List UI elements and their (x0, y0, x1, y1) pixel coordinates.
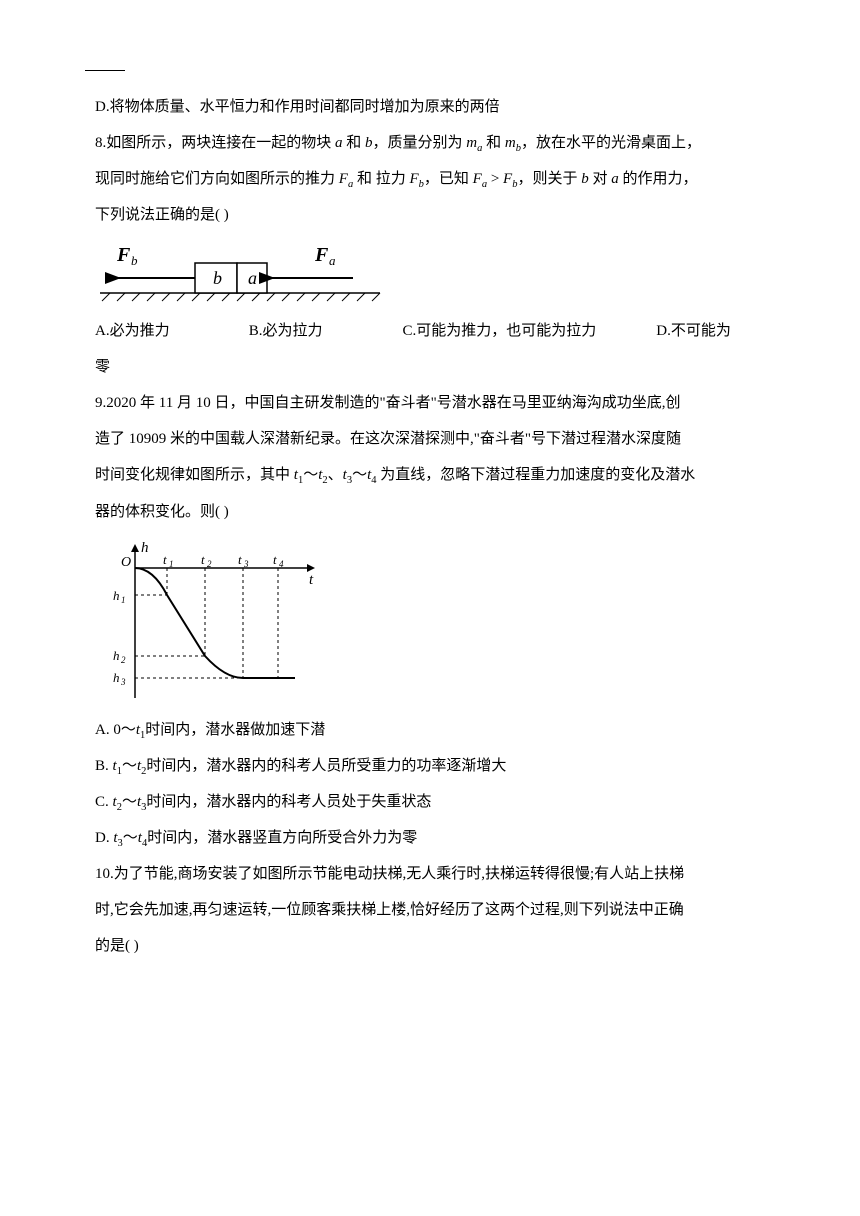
var-ma: m (466, 135, 477, 151)
tilde: ～ (123, 830, 138, 846)
q7-option-d: D.将物体质量、水平恒力和作用时间都同时增加为原来的两倍 (95, 89, 770, 125)
q10-stem-line2: 时,它会先加速,再匀速运转,一位顾客乘扶梯上楼,恰好经历了这两个过程,则下列说法… (95, 892, 770, 928)
text: ，已知 (424, 171, 473, 187)
q8-stem-line2: 现同时施给它们方向如图所示的推力 Fa 和 拉力 Fb，已知 Fa > Fb，则… (95, 161, 770, 197)
text: 时间内，潜水器做加速下潜 (145, 722, 325, 738)
svg-text:a: a (329, 253, 336, 268)
svg-text:3: 3 (243, 559, 249, 569)
svg-text:t: t (163, 552, 167, 567)
q8-figure: b a F b F a (95, 241, 770, 309)
svg-text:t: t (238, 552, 242, 567)
q8-optA: A.必为推力 (95, 313, 245, 349)
svg-text:h: h (113, 648, 120, 663)
q8-optD-b: 零 (95, 349, 770, 385)
svg-text:b: b (131, 253, 138, 268)
svg-text:1: 1 (121, 595, 126, 605)
var-Fb: F (409, 171, 418, 187)
tilde: ～ (122, 758, 137, 774)
svg-text:1: 1 (169, 559, 174, 569)
text: 对 (589, 171, 612, 187)
text: 为直线，忽略下潜过程重力加速度的变化及潜水 (377, 467, 696, 483)
tilde: ～ (122, 794, 137, 810)
text: B. (95, 758, 113, 774)
text: 的作用力， (619, 171, 698, 187)
svg-text:a: a (248, 268, 257, 288)
tilde: ～ (352, 467, 367, 483)
header-rule (85, 70, 125, 71)
text: 和 (343, 135, 366, 151)
svg-text:t: t (201, 552, 205, 567)
text: C. (95, 794, 113, 810)
q9-stem-line4: 器的体积变化。则( ) (95, 494, 770, 530)
svg-text:t: t (273, 552, 277, 567)
text: ，质量分别为 (373, 135, 467, 151)
svg-text:h: h (141, 540, 149, 556)
var-Fb2: F (503, 171, 512, 187)
text: 和 (482, 135, 505, 151)
q8-optD-a: D.不可能为 (656, 313, 731, 349)
svg-text:O: O (121, 555, 131, 570)
q8-optB: B.必为拉力 (249, 313, 399, 349)
svg-text:h: h (113, 670, 120, 685)
text: 时间内，潜水器内的科考人员所受重力的功率逐渐增大 (146, 758, 506, 774)
text: D. (95, 830, 113, 846)
q9-optD: D. t3～t4时间内，潜水器竖直方向所受合外力为零 (95, 820, 770, 856)
var-b2: b (581, 171, 589, 187)
svg-text:h: h (113, 588, 120, 603)
q8-optC: C.可能为推力，也可能为拉力 (403, 313, 653, 349)
var-b: b (365, 135, 373, 151)
svg-text:F: F (116, 244, 131, 266)
var-a: a (335, 135, 343, 151)
q9-stem-line2: 造了 10909 米的中国载人深潜新纪录。在这次深潜探测中,"奋斗者"号下潜过程… (95, 421, 770, 457)
tilde: ～ (303, 467, 318, 483)
svg-text:2: 2 (207, 559, 212, 569)
text: A. 0～ (95, 722, 136, 738)
q10-stem-line3: 的是( ) (95, 928, 770, 964)
var-Fa2: F (473, 171, 482, 187)
q9-figure: h t O t1 t2 t3 t4 h1 h2 h3 (95, 538, 770, 708)
q9-optB: B. t1～t2时间内，潜水器内的科考人员所受重力的功率逐渐增大 (95, 748, 770, 784)
text: 8.如图所示，两块连接在一起的物块 (95, 135, 335, 151)
svg-text:3: 3 (120, 677, 126, 687)
text: 和 拉力 (353, 171, 409, 187)
text: 现同时施给它们方向如图所示的推力 (95, 171, 339, 187)
text: 、 (328, 467, 343, 483)
var-a2: a (611, 171, 619, 187)
svg-text:4: 4 (279, 559, 284, 569)
var-Fa: F (339, 171, 348, 187)
q9-stem-line1: 9.2020 年 11 月 10 日，中国自主研发制造的"奋斗者"号潜水器在马里… (95, 385, 770, 421)
svg-text:2: 2 (121, 655, 126, 665)
text: 时间内，潜水器竖直方向所受合外力为零 (147, 830, 417, 846)
svg-text:b: b (213, 268, 222, 288)
text: 时间变化规律如图所示，其中 (95, 467, 294, 483)
q8-stem-line3: 下列说法正确的是( ) (95, 197, 770, 233)
gt: > (487, 171, 503, 187)
q9-optA: A. 0～t1时间内，潜水器做加速下潜 (95, 712, 770, 748)
svg-text:t: t (309, 572, 314, 588)
var-mb: m (505, 135, 516, 151)
text: ，放在水平的光滑桌面上， (521, 135, 701, 151)
text: 时间内，潜水器内的科考人员处于失重状态 (146, 794, 431, 810)
q9-stem-line3: 时间变化规律如图所示，其中 t1～t2、t3～t4 为直线，忽略下潜过程重力加速… (95, 457, 770, 493)
q10-stem-line1: 10.为了节能,商场安装了如图所示节能电动扶梯,无人乘行时,扶梯运转得很慢;有人… (95, 856, 770, 892)
text: ，则关于 (517, 171, 581, 187)
q8-stem-line1: 8.如图所示，两块连接在一起的物块 a 和 b，质量分别为 ma 和 mb，放在… (95, 125, 770, 161)
q8-options: A.必为推力 B.必为拉力 C.可能为推力，也可能为拉力 D.不可能为 (95, 313, 770, 349)
svg-text:F: F (314, 244, 329, 266)
q9-optC: C. t2～t3时间内，潜水器内的科考人员处于失重状态 (95, 784, 770, 820)
